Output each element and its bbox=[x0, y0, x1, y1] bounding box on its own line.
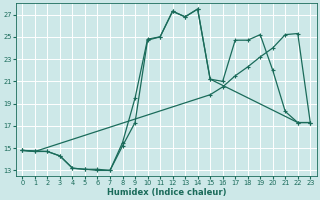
X-axis label: Humidex (Indice chaleur): Humidex (Indice chaleur) bbox=[107, 188, 226, 197]
